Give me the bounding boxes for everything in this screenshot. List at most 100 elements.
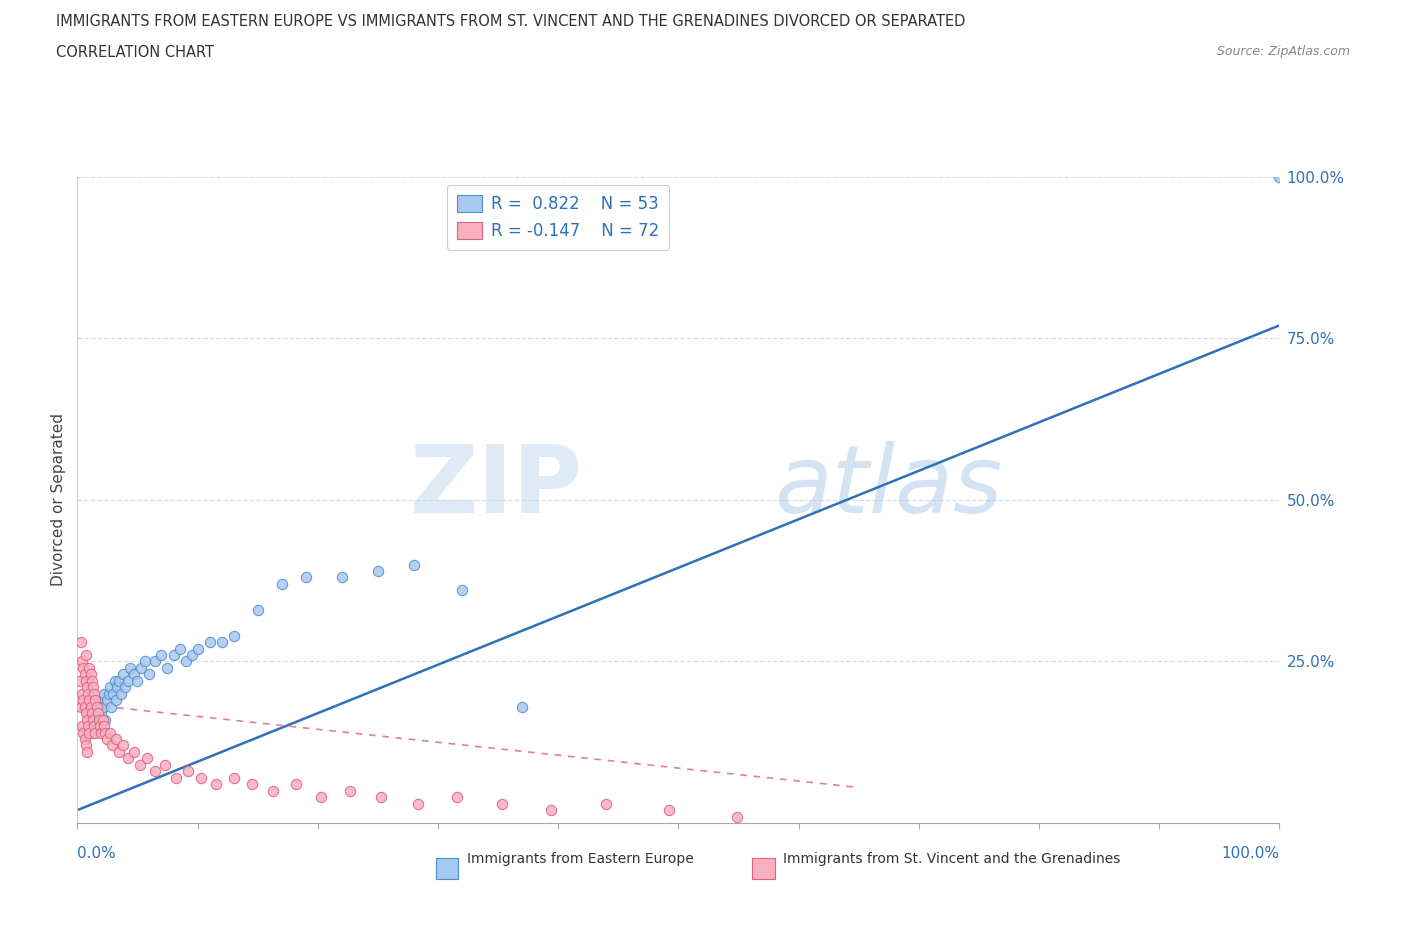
Point <box>129 660 152 675</box>
Point <box>120 660 142 675</box>
Point <box>165 770 187 785</box>
Point <box>136 751 159 766</box>
Point <box>83 686 105 701</box>
Point <box>370 790 392 804</box>
Point <box>134 654 156 669</box>
Text: Immigrants from Eastern Europe: Immigrants from Eastern Europe <box>467 852 693 867</box>
Point <box>82 680 104 695</box>
Text: ZIP: ZIP <box>409 441 582 533</box>
Point <box>402 557 425 572</box>
Point <box>69 673 91 688</box>
Point <box>91 712 114 727</box>
Point <box>150 647 173 662</box>
Point <box>80 673 103 688</box>
Point <box>540 803 562 817</box>
Point <box>111 738 134 753</box>
Point <box>406 796 429 811</box>
Point <box>658 803 681 817</box>
Point <box>1268 169 1291 184</box>
Point <box>86 699 108 714</box>
Point <box>114 680 136 695</box>
Point <box>98 725 121 740</box>
Point <box>94 725 117 740</box>
Point <box>79 693 101 708</box>
Point <box>79 699 101 714</box>
Point <box>89 719 111 734</box>
Point <box>595 796 617 811</box>
Point <box>82 725 104 740</box>
Point <box>101 738 124 753</box>
Point <box>156 660 179 675</box>
Text: 100.0%: 100.0% <box>1222 846 1279 861</box>
Point <box>145 654 167 669</box>
Point <box>110 686 132 701</box>
Point <box>174 654 197 669</box>
Text: 0.0%: 0.0% <box>77 846 117 861</box>
Point <box>70 719 93 734</box>
Point <box>72 725 94 740</box>
Point <box>162 647 184 662</box>
Point <box>122 667 145 682</box>
Point <box>122 745 145 760</box>
Point <box>84 725 107 740</box>
Point <box>117 751 139 766</box>
Text: CORRELATION CHART: CORRELATION CHART <box>56 45 214 60</box>
Point <box>82 712 104 727</box>
Point <box>90 725 112 740</box>
Point <box>87 706 110 721</box>
Point <box>180 647 202 662</box>
Point <box>73 732 96 747</box>
Point <box>76 706 98 721</box>
Point <box>105 680 128 695</box>
Point <box>222 628 245 643</box>
Point <box>294 570 316 585</box>
Point <box>75 738 97 753</box>
Point <box>108 673 131 688</box>
Point <box>98 680 121 695</box>
Point <box>128 757 150 772</box>
Point <box>104 732 127 747</box>
Point <box>367 564 389 578</box>
Point <box>83 712 105 727</box>
Point <box>83 719 105 734</box>
Point <box>96 693 118 708</box>
Point <box>111 667 134 682</box>
Point <box>79 719 101 734</box>
Point <box>87 719 110 734</box>
Point <box>153 757 176 772</box>
Point <box>451 583 474 598</box>
Point <box>262 783 284 798</box>
Point <box>77 719 100 734</box>
Point <box>145 764 167 778</box>
Point <box>76 680 98 695</box>
Point <box>70 654 93 669</box>
Point <box>75 673 97 688</box>
Point <box>198 634 221 649</box>
Point <box>84 693 107 708</box>
Point <box>725 809 748 824</box>
Point <box>96 732 118 747</box>
Point <box>104 673 127 688</box>
Point <box>76 712 98 727</box>
Point <box>70 686 93 701</box>
Point <box>169 641 191 656</box>
Point <box>76 745 98 760</box>
Point <box>211 634 233 649</box>
Point <box>93 719 115 734</box>
Point <box>104 693 127 708</box>
Point <box>77 686 100 701</box>
Point <box>75 647 97 662</box>
Point <box>84 706 107 721</box>
Point <box>72 660 94 675</box>
Point <box>491 796 513 811</box>
Point <box>79 667 101 682</box>
Point <box>186 641 209 656</box>
Text: IMMIGRANTS FROM EASTERN EUROPE VS IMMIGRANTS FROM ST. VINCENT AND THE GRENADINES: IMMIGRANTS FROM EASTERN EUROPE VS IMMIGR… <box>56 14 966 29</box>
Point <box>89 712 111 727</box>
Point <box>75 706 97 721</box>
Text: Source: ZipAtlas.com: Source: ZipAtlas.com <box>1216 45 1350 58</box>
Point <box>86 693 108 708</box>
Point <box>446 790 468 804</box>
Point <box>117 673 139 688</box>
Point <box>87 699 110 714</box>
